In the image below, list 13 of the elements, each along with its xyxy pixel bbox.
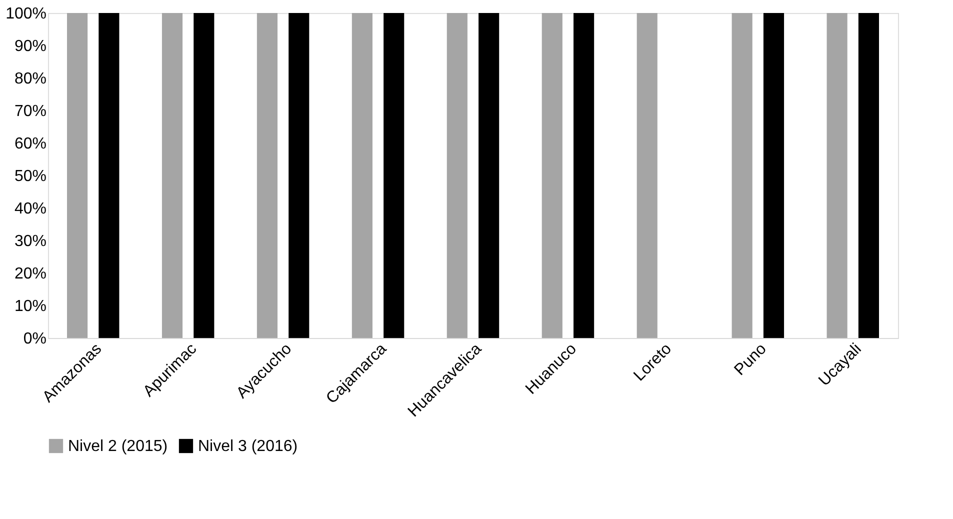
legend-label: Nivel 2 (2015) — [68, 438, 168, 455]
legend-label: Nivel 3 (2016) — [198, 438, 298, 455]
y-tick-label: 40% — [14, 200, 46, 218]
y-tick-label: 90% — [14, 38, 46, 55]
y-tick-label: 80% — [14, 70, 46, 88]
y-tick-label: 10% — [14, 298, 46, 315]
y-tick-label: 100% — [6, 6, 46, 22]
y-tick-label: 50% — [14, 168, 46, 185]
y-tick-label: 70% — [14, 103, 46, 120]
y-tick-label: 30% — [14, 233, 46, 250]
y-tick-label: 20% — [14, 266, 46, 282]
y-tick-label: 0% — [23, 330, 46, 348]
y-tick-label: 60% — [14, 136, 46, 152]
